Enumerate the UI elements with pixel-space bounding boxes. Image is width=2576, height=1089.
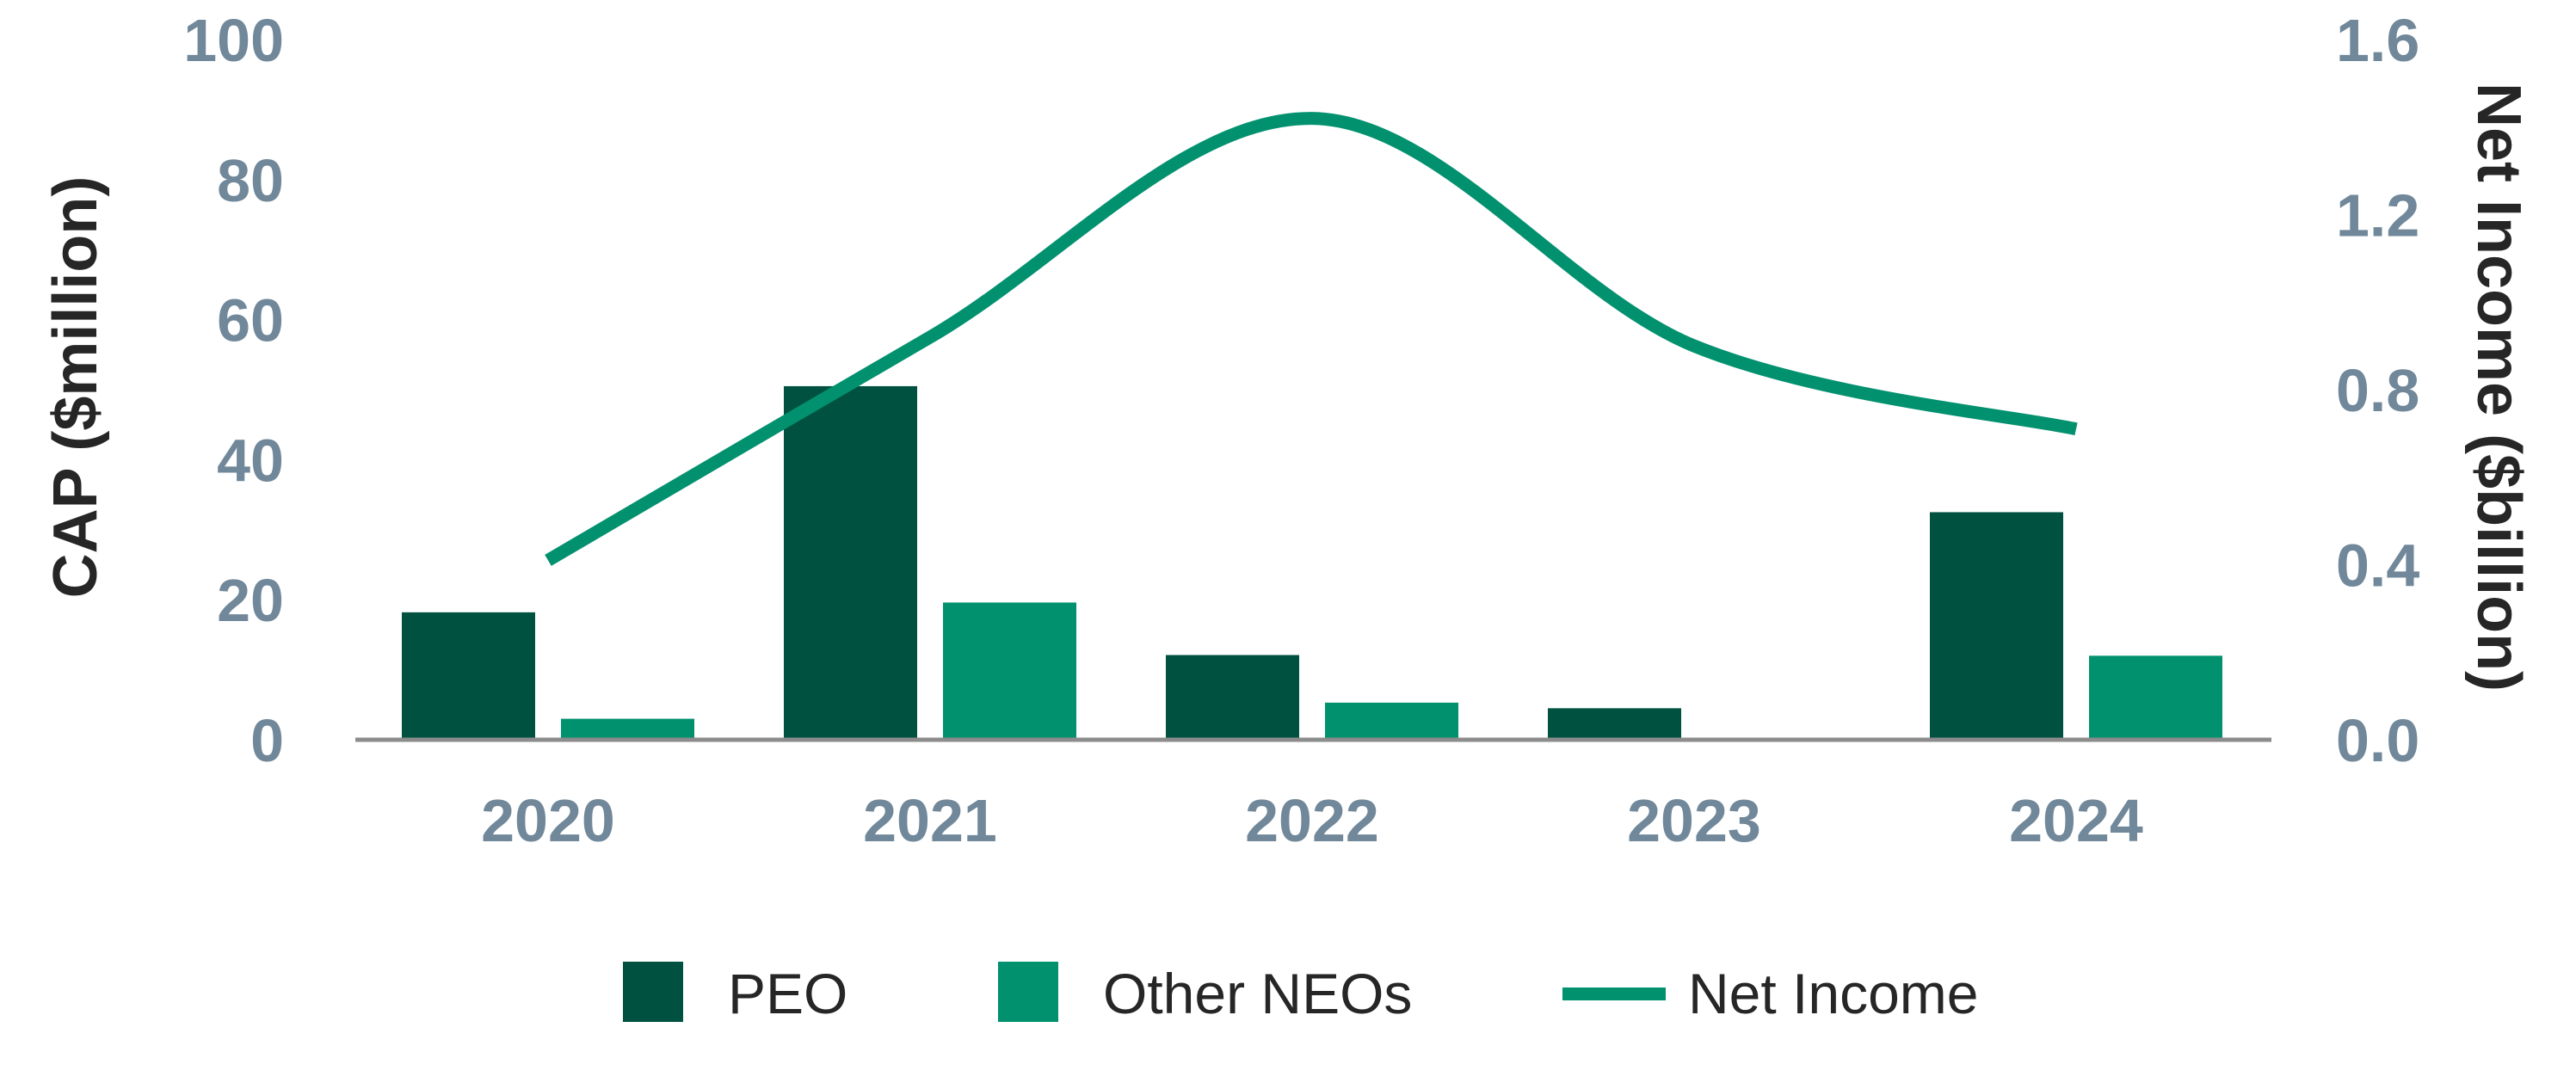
bar-peo-2021 (784, 385, 917, 740)
left-tick-label: 80 (217, 147, 284, 214)
bar-other-neos-2020 (561, 718, 694, 740)
left-axis-ticks: 0 20 40 60 80 100 (183, 7, 284, 774)
left-tick-label: 60 (217, 287, 284, 354)
bar-peo-2022 (1166, 655, 1299, 740)
left-tick-label: 20 (217, 567, 284, 634)
x-tick-label: 2022 (1245, 787, 1379, 854)
left-axis-title: CAP ($million) (41, 176, 110, 599)
bar-other-neos-2022 (1325, 702, 1458, 740)
bar-other-neos-2021 (943, 602, 1076, 740)
left-tick-label: 40 (217, 427, 284, 494)
legend-swatch-net-income (1562, 987, 1666, 1000)
x-tick-label: 2020 (481, 787, 615, 854)
right-axis-ticks: 0.0 0.4 0.8 1.2 1.6 (2336, 7, 2419, 774)
right-tick-label: 0.4 (2336, 532, 2419, 600)
right-tick-label: 1.6 (2336, 7, 2419, 74)
right-tick-label: 0.0 (2336, 707, 2419, 774)
legend-label-other-neos: Other NEOs (1103, 962, 1412, 1025)
legend-label-peo: PEO (728, 962, 847, 1025)
right-tick-label: 0.8 (2336, 357, 2419, 424)
left-tick-label: 100 (183, 7, 284, 74)
left-tick-label: 0 (250, 707, 284, 774)
x-tick-label: 2024 (2009, 787, 2143, 854)
x-axis-ticks: 2020 2021 2022 2023 2024 (481, 787, 2143, 854)
x-tick-label: 2021 (863, 787, 997, 854)
legend-label-net-income: Net Income (1688, 962, 1978, 1025)
net-income-line (545, 112, 2078, 566)
right-axis-title: Net Income ($billion) (2464, 83, 2533, 692)
legend: PEO Other NEOs Net Income (623, 962, 1978, 1025)
right-tick-label: 1.2 (2336, 182, 2419, 249)
bars (402, 385, 2222, 740)
bar-peo-2020 (402, 612, 535, 740)
bar-peo-2024 (1930, 512, 2063, 740)
bar-other-neos-2024 (2089, 655, 2222, 740)
legend-swatch-other-neos (998, 962, 1058, 1022)
legend-swatch-peo (623, 962, 683, 1022)
x-tick-label: 2023 (1627, 787, 1761, 854)
bar-peo-2023 (1548, 708, 1681, 740)
